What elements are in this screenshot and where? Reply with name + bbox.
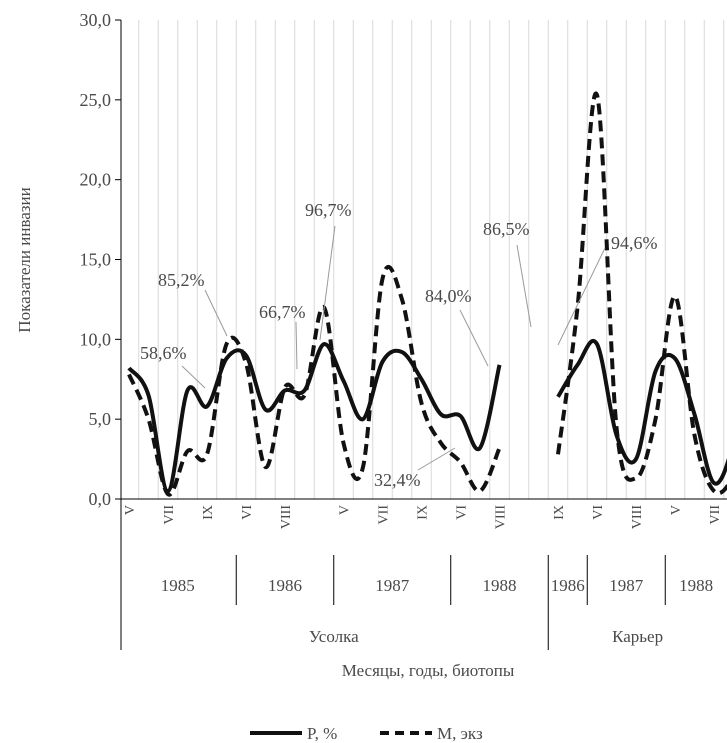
- month-label: IX: [552, 505, 567, 520]
- series-m-line: [556, 91, 727, 496]
- legend: P, % M, экз: [250, 724, 483, 743]
- annotation-leader: [181, 365, 206, 389]
- annotation-label: 86,5%: [483, 219, 530, 239]
- annotation-label: 66,7%: [259, 302, 306, 322]
- legend-m-label: M, экз: [437, 724, 483, 743]
- year-label: 1988: [483, 576, 517, 595]
- annotation-label: 94,6%: [611, 233, 658, 253]
- y-tick-label: 20,0: [80, 170, 112, 190]
- annotation-label: 32,4%: [374, 470, 421, 490]
- y-tick-label: 5,0: [89, 409, 112, 429]
- month-label: VII: [162, 505, 177, 525]
- annotation-leader: [417, 447, 456, 471]
- annotation-leader: [204, 289, 228, 337]
- y-axis-title: Показатели инвазии: [15, 187, 34, 332]
- month-label: VIII: [630, 505, 645, 529]
- year-label: 1987: [609, 576, 644, 595]
- month-label: VI: [591, 505, 606, 520]
- year-label: 1986: [551, 576, 585, 595]
- y-tick-label: 0,0: [89, 489, 112, 509]
- month-label: VI: [455, 505, 470, 520]
- y-tick-label: 15,0: [80, 250, 112, 270]
- legend-p-label: P, %: [307, 724, 337, 743]
- month-label: IX: [201, 505, 216, 520]
- series-p-line: [556, 339, 727, 486]
- month-label: VI: [240, 505, 255, 520]
- y-tick-label: 10,0: [80, 329, 112, 349]
- annotation-leader: [557, 247, 606, 346]
- x-axis: VVIIIXVIVIIIVVIIIXVIVIIIIXVIVIIIVVIIV198…: [121, 498, 727, 650]
- x-axis-title: Месяцы, годы, биотопы: [342, 661, 515, 680]
- annotation-leader: [459, 309, 489, 367]
- month-label: VIII: [279, 505, 294, 529]
- annotation-label: 96,7%: [305, 200, 352, 220]
- month-label: VII: [708, 505, 723, 525]
- month-label: VIII: [494, 505, 509, 529]
- annotation-leader: [516, 244, 532, 328]
- month-label: VII: [377, 505, 392, 525]
- year-label: 1988: [679, 576, 713, 595]
- y-axis: 0,0 5,0 10,0 15,0 20,0 25,0 30,0: [80, 10, 122, 650]
- annotation-leader: [319, 225, 336, 341]
- year-label: 1987: [375, 576, 410, 595]
- month-label: V: [123, 505, 138, 515]
- year-label: 1985: [161, 576, 195, 595]
- site-label: Карьер: [612, 627, 663, 646]
- annotation-label: 85,2%: [158, 270, 205, 290]
- month-label: IX: [416, 505, 431, 520]
- year-label: 1986: [268, 576, 302, 595]
- site-label: Усолка: [309, 627, 359, 646]
- annotations: 58,6% 85,2% 66,7% 96,7% 84,0% 32,4% 86,5% 94,6%: [140, 200, 658, 490]
- annotation-label: 84,0%: [425, 286, 472, 306]
- y-tick-label: 30,0: [80, 10, 112, 30]
- series-lines: [127, 91, 727, 497]
- month-label: V: [669, 505, 684, 515]
- annotation-label: 58,6%: [140, 343, 187, 363]
- annotation-leader: [295, 321, 298, 370]
- month-label: V: [338, 505, 353, 515]
- y-tick-label: 25,0: [80, 90, 112, 110]
- series-m-line: [127, 265, 502, 497]
